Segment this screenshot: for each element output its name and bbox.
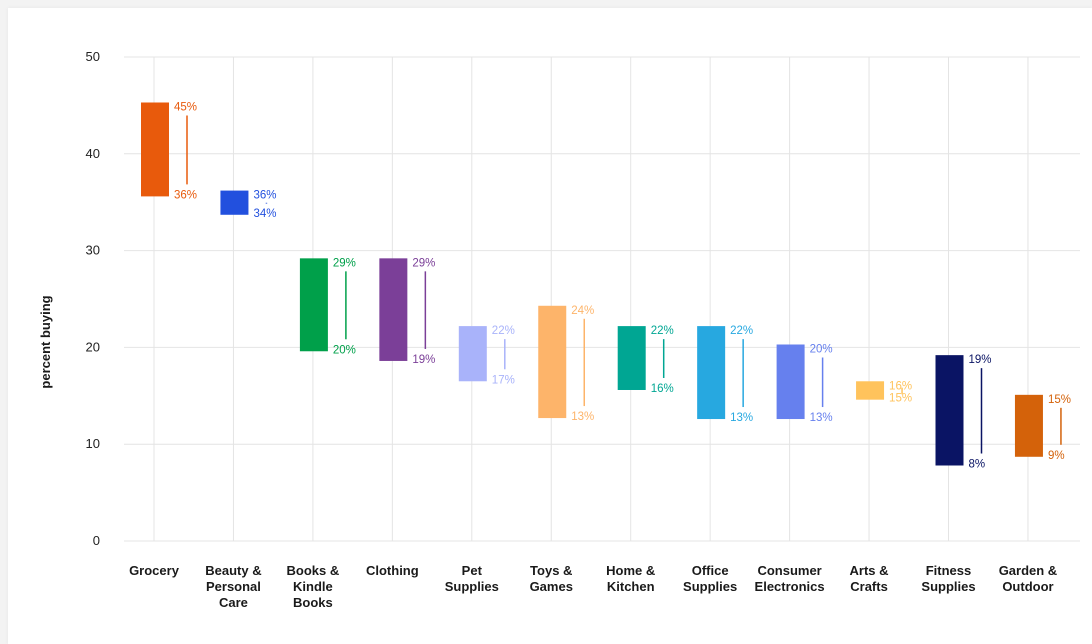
low-value-label: 8% bbox=[969, 458, 986, 470]
range-bar bbox=[299, 258, 328, 352]
x-category-label: Consumer Electronics bbox=[755, 563, 825, 594]
high-value-label: 29% bbox=[333, 257, 356, 269]
low-value-label: 20% bbox=[333, 344, 356, 356]
low-value-label: 17% bbox=[492, 374, 515, 386]
high-value-label: 22% bbox=[730, 325, 753, 337]
range-bar bbox=[935, 355, 964, 466]
y-tick-label: 10 bbox=[86, 436, 100, 451]
x-category-label: Office Supplies bbox=[683, 563, 737, 594]
x-category-label: Garden & Outdoor bbox=[999, 563, 1058, 594]
y-axis-label: percent buying bbox=[38, 295, 53, 388]
range-bars: 45% 36% 36% 34% 29% 20% 29% 19% 22% 17% 24% 13% 22% 1… bbox=[141, 101, 1071, 470]
high-value-label: 15% bbox=[1048, 394, 1071, 406]
low-value-label: 34% bbox=[253, 208, 276, 220]
range-bar bbox=[379, 258, 408, 361]
range-bar bbox=[617, 326, 646, 390]
range-bar bbox=[1014, 394, 1043, 457]
x-category-label: Pet Supplies bbox=[445, 563, 499, 594]
range-bar bbox=[220, 190, 249, 215]
high-value-label: 24% bbox=[571, 305, 594, 317]
x-category-label: Books & Kindle Books bbox=[287, 563, 340, 610]
low-value-label: 9% bbox=[1048, 450, 1065, 462]
range-bar bbox=[458, 326, 487, 382]
low-value-label: 15% bbox=[889, 393, 912, 405]
x-category-label: Arts & Crafts bbox=[850, 563, 889, 594]
x-category-label: Grocery bbox=[129, 563, 180, 578]
y-tick-label: 20 bbox=[86, 339, 100, 354]
low-value-label: 19% bbox=[412, 354, 435, 366]
x-category-label: Fitness Supplies bbox=[921, 563, 975, 594]
low-value-label: 13% bbox=[571, 411, 594, 423]
range-bar bbox=[776, 344, 805, 420]
high-value-label: 22% bbox=[651, 325, 674, 337]
high-value-label: 20% bbox=[810, 343, 833, 355]
low-value-label: 13% bbox=[810, 412, 833, 424]
x-axis-categories: Grocery Beauty & Personal Care Books & Kindle… bbox=[129, 563, 1057, 610]
range-bar bbox=[538, 305, 567, 419]
range-bar bbox=[856, 381, 885, 400]
high-value-label: 19% bbox=[969, 354, 992, 366]
y-tick-label: 30 bbox=[86, 243, 100, 258]
y-tick-label: 50 bbox=[86, 49, 100, 64]
x-category-label: Beauty & Personal Care bbox=[205, 563, 261, 610]
grid bbox=[124, 56, 1080, 542]
y-axis-ticks: 0 10 20 30 40 50 bbox=[86, 49, 100, 548]
range-bar bbox=[141, 102, 169, 197]
high-value-label: 45% bbox=[174, 101, 197, 113]
chart-card: 0 10 20 30 40 50 percent buying 45% 36% 36% 34% 2… bbox=[8, 8, 1092, 644]
y-tick-label: 0 bbox=[93, 533, 100, 548]
x-category-label: Clothing bbox=[366, 563, 419, 578]
low-value-label: 13% bbox=[730, 412, 753, 424]
range-bar bbox=[697, 326, 726, 420]
high-value-label: 36% bbox=[253, 190, 276, 202]
y-tick-label: 40 bbox=[86, 146, 100, 161]
high-value-label: 22% bbox=[492, 325, 515, 337]
x-category-label: Toys & Games bbox=[530, 563, 573, 594]
chart: 0 10 20 30 40 50 percent buying 45% 36% 36% 34% 2… bbox=[38, 49, 1080, 610]
x-category-label: Home & Kitchen bbox=[606, 563, 655, 594]
low-value-label: 16% bbox=[651, 383, 674, 395]
high-value-label: 29% bbox=[412, 257, 435, 269]
high-value-label: 16% bbox=[889, 380, 912, 392]
low-value-label: 36% bbox=[174, 189, 197, 201]
